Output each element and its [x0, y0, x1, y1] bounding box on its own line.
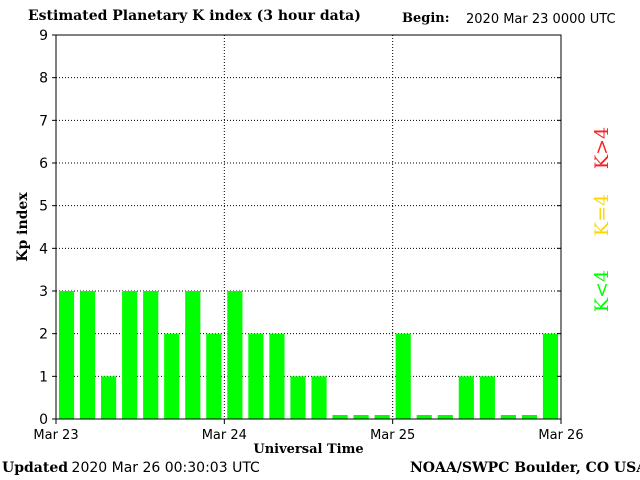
- begin-label: Begin:: [402, 11, 450, 26]
- kp-bar: [164, 333, 180, 419]
- kp-bar: [353, 415, 369, 419]
- kp-bar: [122, 291, 138, 419]
- updated-value: 2020 Mar 26 00:30:03 UTC: [71, 460, 260, 476]
- kp-bar: [227, 291, 243, 419]
- kp-bar: [206, 333, 222, 419]
- kp-bar: [458, 376, 474, 419]
- x-tick-label: Mar 23: [33, 428, 78, 443]
- kp-bar: [290, 376, 306, 419]
- kp-bar: [500, 415, 516, 419]
- kp-bar: [311, 376, 327, 419]
- kp-bar: [101, 376, 117, 419]
- credit-text: NOAA/SWPC Boulder, CO USA: [410, 460, 640, 476]
- y-tick-label: 1: [39, 369, 48, 385]
- kp-bar: [479, 376, 495, 419]
- x-tick-label: Mar 24: [202, 428, 247, 443]
- kp-bar: [248, 333, 264, 419]
- chart-title: Estimated Planetary K index (3 hour data…: [28, 8, 361, 24]
- kp-bar: [374, 415, 390, 419]
- x-axis-label: Universal Time: [253, 442, 363, 457]
- legend-entry: K=4: [591, 194, 613, 236]
- kp-bar: [143, 291, 159, 419]
- y-tick-label: 6: [39, 156, 48, 172]
- plot-frame: [55, 34, 562, 420]
- y-tick-label: 4: [39, 241, 48, 257]
- kp-bar: [269, 333, 285, 419]
- y-axis-label: Kp index: [15, 192, 31, 262]
- y-tick-label: 0: [39, 412, 48, 428]
- kp-bar: [521, 415, 538, 419]
- y-tick-label: 5: [39, 199, 48, 215]
- kp-bar: [58, 291, 75, 419]
- legend-entry: K<4: [591, 270, 613, 312]
- x-tick-label: Mar 26: [538, 428, 583, 443]
- begin-value: 2020 Mar 23 0000 UTC: [466, 12, 616, 27]
- kp-bar: [437, 415, 453, 419]
- updated-timestamp: Updated 2020 Mar 26 00:30:03 UTC: [2, 460, 260, 477]
- y-tick-label: 3: [39, 284, 48, 300]
- y-tick-label: 8: [39, 71, 48, 87]
- kp-bar: [185, 291, 201, 419]
- y-tick-label: 2: [39, 327, 48, 343]
- legend-entry: K>4: [591, 127, 613, 169]
- y-tick-label: 7: [39, 113, 48, 129]
- kp-bar: [542, 333, 559, 419]
- kp-bar: [416, 415, 432, 419]
- updated-label: Updated: [2, 460, 69, 476]
- kp-bar: [395, 333, 411, 419]
- x-tick-label: Mar 25: [370, 428, 415, 443]
- kp-bar: [332, 415, 348, 419]
- y-tick-label: 9: [39, 28, 48, 44]
- kp-bar: [79, 291, 96, 419]
